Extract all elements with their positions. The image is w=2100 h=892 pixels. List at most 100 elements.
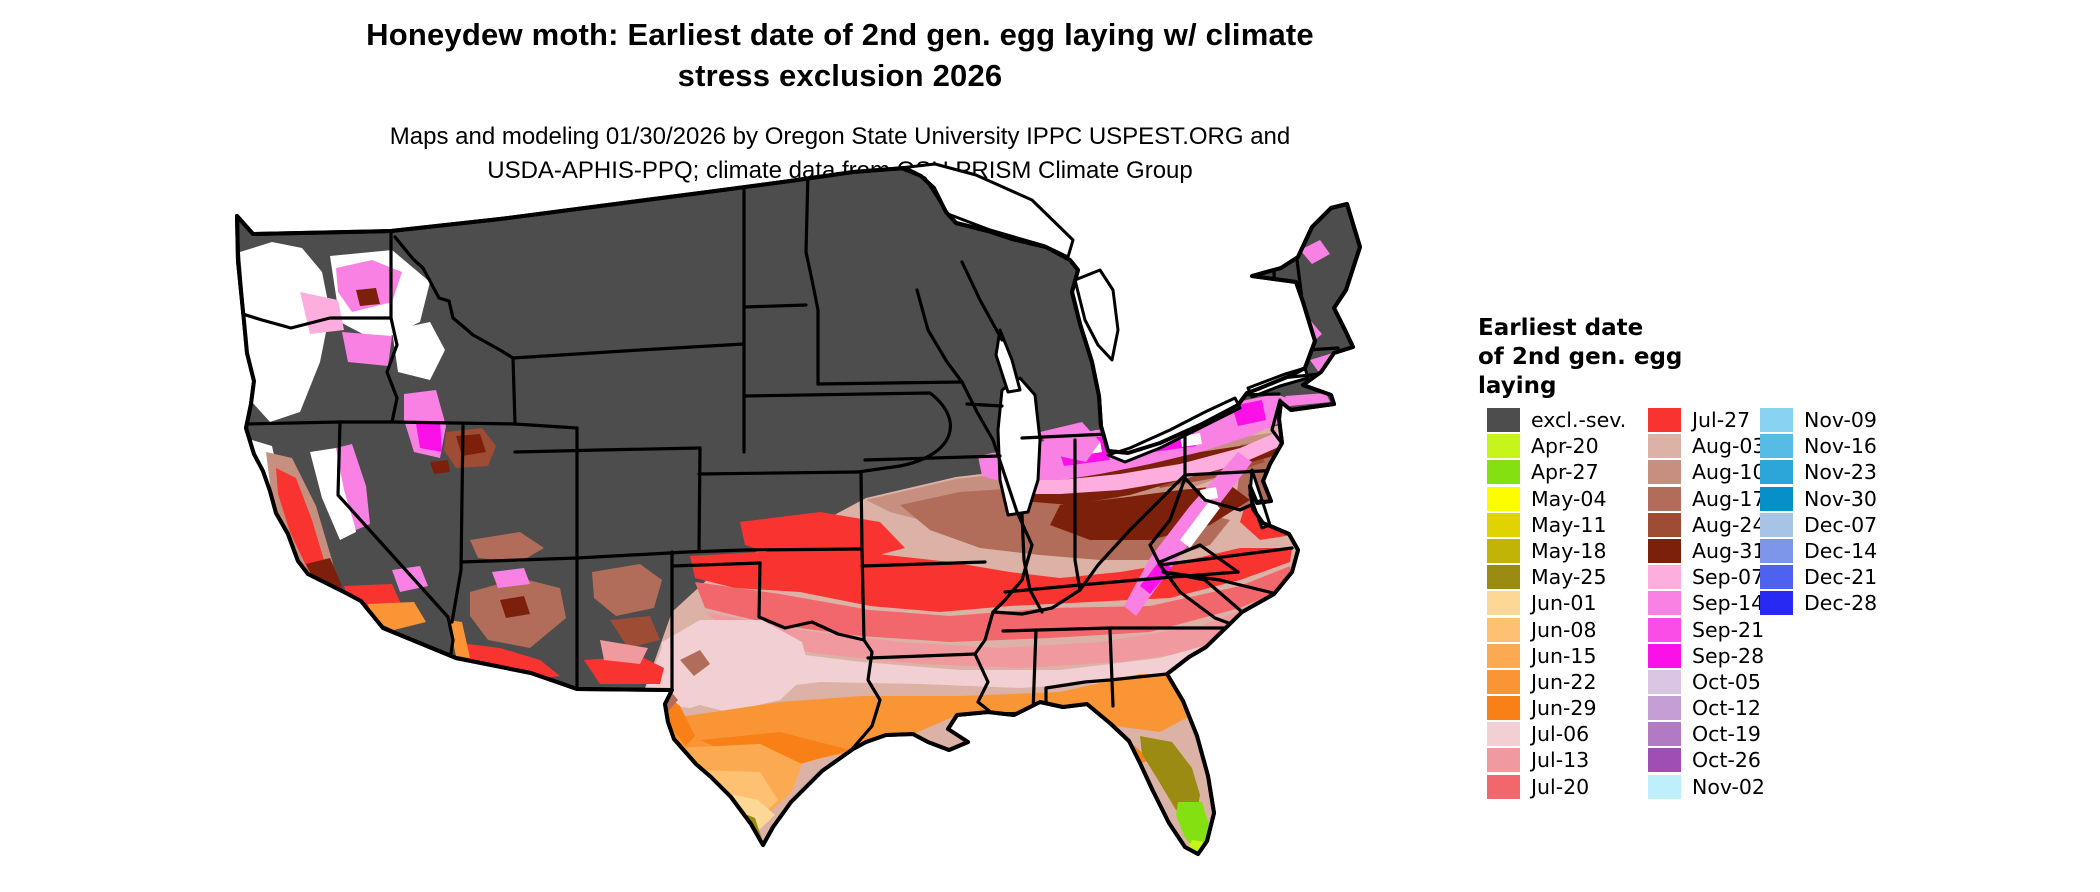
legend-label: Jul-06: [1531, 722, 1590, 747]
lake-huron: [1073, 268, 1120, 362]
legend-entry: Aug-31: [1648, 538, 1766, 563]
state-borders: [237, 170, 1340, 750]
legend-column-1: excl.-sev. Apr-20 Apr-27 May-04 May-11 May-18…: [1487, 408, 1626, 801]
legend-swatch: [1760, 538, 1793, 563]
legend-swatch: [1487, 722, 1520, 747]
legend-swatch: [1487, 617, 1520, 642]
legend-swatch: [1648, 408, 1681, 432]
legend-swatch: [1648, 774, 1681, 799]
legend-swatch: [1760, 460, 1793, 485]
legend-swatch: [1648, 565, 1681, 590]
legend-entry: May-25: [1487, 565, 1626, 590]
legend-entry: Oct-26: [1648, 748, 1766, 773]
legend-label: Oct-12: [1692, 696, 1761, 721]
legend-label: Jul-13: [1531, 748, 1590, 773]
legend-label: Jun-08: [1531, 617, 1597, 642]
us-outline: [235, 166, 1362, 856]
legend-entry: Sep-28: [1648, 643, 1766, 668]
legend-label: Oct-05: [1692, 669, 1761, 694]
legend-swatch: [1648, 696, 1681, 721]
legend-swatch: [1760, 512, 1793, 537]
legend-entry: Jun-22: [1487, 669, 1626, 694]
legend-entry: Apr-27: [1487, 460, 1626, 485]
legend-swatch: [1487, 565, 1520, 590]
legend-label: Dec-28: [1804, 591, 1878, 616]
legend-swatch: [1487, 408, 1520, 432]
legend-label: May-04: [1531, 486, 1607, 511]
legend-label: Jun-15: [1531, 643, 1597, 668]
legend-swatch: [1648, 669, 1681, 694]
legend-label: Aug-24: [1692, 512, 1766, 537]
legend-swatch: [1648, 460, 1681, 485]
legend-label: Sep-14: [1692, 591, 1765, 616]
legend-entry: Jun-01: [1487, 591, 1626, 616]
legend-entry: Apr-20: [1487, 434, 1626, 459]
legend-entry: Oct-05: [1648, 669, 1766, 694]
legend-swatch: [1648, 722, 1681, 747]
legend-label: Nov-30: [1804, 486, 1877, 511]
legend-label: Jul-20: [1531, 774, 1590, 799]
page-subtitle: Maps and modeling 01/30/2026 by Oregon S…: [0, 120, 1680, 188]
legend-label: Apr-27: [1531, 460, 1599, 485]
map-legend: Earliest date of 2nd gen. egg laying exc…: [1478, 314, 2038, 799]
legend-title-line3: laying: [1478, 373, 1557, 399]
legend-entry: Aug-10: [1648, 460, 1766, 485]
legend-label: Nov-02: [1692, 774, 1765, 799]
legend-entry: Oct-19: [1648, 722, 1766, 747]
legend-entry: Sep-21: [1648, 617, 1766, 642]
legend-title-line2: of 2nd gen. egg: [1478, 344, 1683, 370]
legend-label: May-18: [1531, 538, 1607, 563]
legend-swatch: [1760, 434, 1793, 459]
legend-swatch: [1487, 538, 1520, 563]
legend-swatch: [1487, 748, 1520, 773]
legend-entry: Sep-07: [1648, 565, 1766, 590]
legend-entry: Jul-20: [1487, 774, 1626, 799]
legend-label: Nov-16: [1804, 434, 1877, 459]
legend-label: Jun-22: [1531, 669, 1597, 694]
legend-column-2: Jul-27 Aug-03 Aug-10 Aug-17 Aug-24 Aug-31 Sep-…: [1648, 408, 1766, 801]
legend-entry: Dec-14: [1760, 538, 1878, 563]
legend-entry: Dec-21: [1760, 565, 1878, 590]
legend-entry: Nov-02: [1648, 774, 1766, 799]
legend-label: Sep-21: [1692, 617, 1765, 642]
legend-swatch: [1487, 486, 1520, 511]
legend-label: Aug-10: [1692, 460, 1766, 485]
legend-label: Dec-21: [1804, 565, 1878, 590]
legend-label: Jun-01: [1531, 591, 1597, 616]
legend-label: Sep-28: [1692, 643, 1765, 668]
legend-swatch: [1648, 643, 1681, 668]
legend-column-3: Nov-09 Nov-16 Nov-23 Nov-30 Dec-07 Dec-14 Dec-…: [1760, 408, 1877, 618]
legend-label: Oct-26: [1692, 748, 1761, 773]
legend-entry: May-04: [1487, 486, 1626, 511]
legend-entry: Jun-29: [1487, 696, 1626, 721]
legend-entry: excl.-sev.: [1487, 408, 1626, 432]
legend-label: Apr-20: [1531, 434, 1599, 459]
legend-entry: Aug-03: [1648, 434, 1766, 459]
legend-label: Sep-07: [1692, 565, 1765, 590]
legend-swatch: [1648, 617, 1681, 642]
legend-label: Nov-23: [1804, 460, 1877, 485]
legend-label: Aug-03: [1692, 434, 1766, 459]
legend-swatch: [1487, 512, 1520, 537]
legend-entry: Nov-16: [1760, 434, 1877, 459]
legend-entry: Sep-14: [1648, 591, 1766, 616]
legend-swatch: [1487, 774, 1520, 799]
great-lakes: [898, 162, 1310, 530]
legend-label: Aug-17: [1692, 486, 1766, 511]
lake-michigan: [996, 376, 1042, 517]
legend-swatch: [1648, 538, 1681, 563]
legend-entry: Jun-08: [1487, 617, 1626, 642]
green-bay: [994, 328, 1022, 394]
map-title-line2: stress exclusion 2026: [677, 58, 1003, 93]
legend-entry: Jul-27: [1648, 408, 1766, 432]
legend-swatch: [1487, 460, 1520, 485]
legend-label: Aug-31: [1692, 538, 1766, 563]
legend-swatch: [1648, 486, 1681, 511]
legend-entry: Nov-09: [1760, 408, 1877, 432]
legend-title-line1: Earliest date: [1478, 315, 1644, 341]
us-map: [235, 162, 1362, 856]
legend-entry: Jul-13: [1487, 748, 1626, 773]
legend-swatch: [1487, 669, 1520, 694]
legend-label: Dec-14: [1804, 538, 1878, 563]
